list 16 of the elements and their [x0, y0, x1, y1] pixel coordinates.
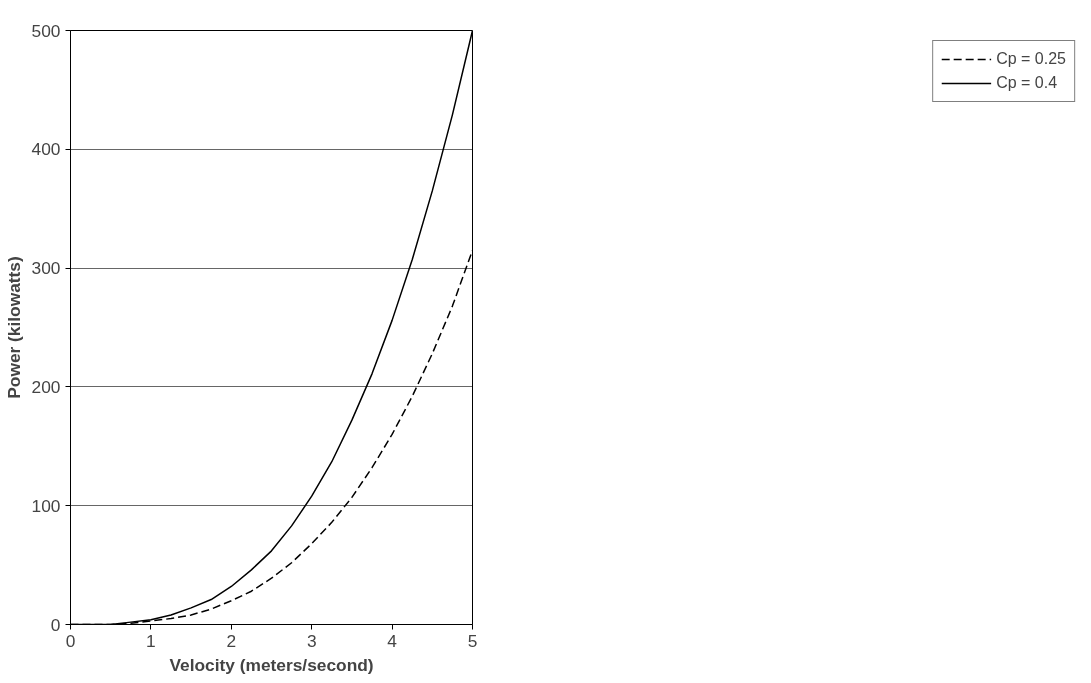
y-axis-title: Power (kilowatts) — [3, 256, 24, 399]
y-tick-label: 500 — [31, 20, 61, 41]
y-tick-label: 0 — [50, 614, 61, 635]
y-tick-label: 200 — [31, 376, 61, 397]
legend-label: Cp = 0.4 — [996, 74, 1058, 92]
legend-label: Cp = 0.25 — [996, 50, 1066, 68]
y-tick-label: 400 — [31, 139, 61, 160]
y-tick-label: 300 — [31, 258, 61, 279]
x-tick-label: 1 — [146, 630, 156, 651]
x-tick-label: 5 — [467, 630, 478, 651]
x-tick-label: 2 — [226, 630, 237, 651]
x-tick-label: 3 — [306, 630, 317, 651]
y-tick-label: 100 — [31, 495, 61, 516]
x-axis-title: Velocity (meters/second) — [169, 654, 374, 675]
x-tick-label: 0 — [65, 630, 76, 651]
x-tick-label: 4 — [387, 630, 398, 651]
